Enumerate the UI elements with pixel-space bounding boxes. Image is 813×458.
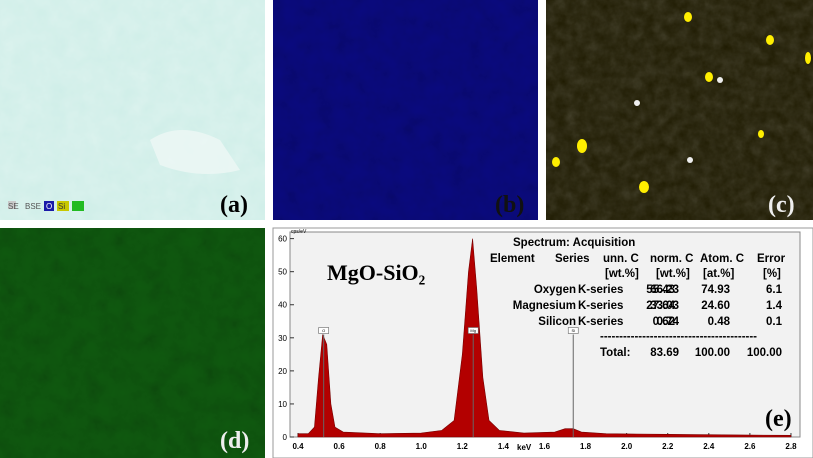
table-title: Spectrum: Acquisition: [513, 237, 635, 249]
panel-label: (b): [495, 192, 524, 218]
y-tick-label: 60: [278, 235, 287, 244]
legend-label: BSE: [25, 202, 41, 211]
table-cell: 33.03: [650, 300, 679, 312]
dots: [552, 12, 811, 193]
table-cell: 55.43: [646, 284, 675, 296]
table-total: Total:: [600, 347, 630, 359]
legend-label: Si: [58, 202, 65, 211]
x-tick-label: 0.8: [375, 442, 387, 451]
table-cell: Magnesium: [513, 300, 576, 312]
peak-box: [318, 327, 329, 334]
table-cell: 0.48: [708, 316, 731, 328]
x-tick-label: 2.4: [703, 442, 715, 451]
legend-label: SE: [8, 202, 19, 211]
table-total: 100.00: [747, 347, 782, 359]
y-tick-label: 40: [278, 301, 287, 310]
table-cell: 66.23: [650, 284, 679, 296]
y-tick-label: 20: [278, 367, 287, 376]
table-unit: [wt.%]: [656, 268, 690, 280]
x-tick-label: 1.4: [498, 442, 510, 451]
table-header: Element: [490, 253, 535, 265]
x-tick-label: 1.6: [539, 442, 551, 451]
legend-swatch: [72, 201, 84, 211]
y-tick-label: 10: [278, 400, 287, 409]
panel-c: (c): [546, 0, 813, 220]
table-header: Atom. C: [700, 253, 744, 265]
table-cell: 74.93: [701, 284, 730, 296]
panel-label: (a): [220, 192, 248, 218]
table-cell: 0.1: [766, 316, 783, 328]
panel-label: (c): [768, 192, 795, 218]
panel-b: (b): [273, 0, 538, 220]
table-total: 83.69: [650, 347, 679, 359]
panel-d: (d): [0, 228, 265, 458]
panel-label: (e): [765, 406, 792, 432]
table-header: Series: [555, 253, 590, 265]
x-tick-label: 1.0: [416, 442, 428, 451]
table-header: Error: [757, 253, 786, 265]
x-tick-label: 0.6: [334, 442, 346, 451]
legend-label: O: [46, 202, 52, 211]
x-tick-label: 2.6: [744, 442, 756, 451]
legend-swatch: [57, 201, 69, 211]
y-axis-label: cps/eV: [291, 229, 307, 235]
table-cell: K-series: [578, 284, 623, 296]
peak-label: Si: [571, 328, 575, 333]
table-unit: [at.%]: [703, 268, 734, 280]
peak-box: [567, 327, 579, 334]
table-cell: 24.60: [701, 300, 730, 312]
table-total: 100.00: [695, 347, 730, 359]
x-tick-label: 1.8: [580, 442, 592, 451]
legend-swatch: [8, 201, 16, 209]
table-cell: K-series: [578, 300, 623, 312]
peak-label: O: [322, 328, 325, 333]
table-cell: Oxygen: [534, 284, 576, 296]
x-tick-label: 2.0: [621, 442, 633, 451]
table-unit: [%]: [763, 268, 781, 280]
y-tick-label: 30: [278, 334, 287, 343]
table-header: unn. C: [603, 253, 639, 265]
table-cell: K-series: [578, 316, 623, 328]
table-separator: ----------------------------------------…: [600, 331, 757, 343]
x-axis-label: keV: [517, 443, 532, 452]
panel-a: (a) SE BSE O Si: [0, 0, 265, 220]
x-tick-label: 1.2: [457, 442, 469, 451]
table-cell: 1.4: [766, 300, 783, 312]
x-tick-label: 0.4: [292, 442, 304, 451]
table-header: norm. C: [650, 253, 693, 265]
y-tick-label: 0: [283, 433, 288, 442]
table-cell: 0.62: [653, 316, 675, 328]
chart-title: MgO-SiO₂: [327, 260, 426, 285]
peak-box: [467, 327, 479, 334]
table-cell: 0.74: [657, 316, 680, 328]
table-cell: 6.1: [766, 284, 783, 296]
x-tick-label: 2.8: [785, 442, 797, 451]
legend-swatch: [44, 201, 54, 211]
peak-label: Mg: [470, 328, 476, 333]
y-tick-label: 50: [278, 268, 287, 277]
plot-area: [289, 231, 801, 438]
table-cell: Silicon: [538, 316, 576, 328]
table-unit: [wt.%]: [605, 268, 639, 280]
panel-label: (d): [220, 428, 249, 454]
table-cell: 27.64: [646, 300, 675, 312]
panel-e: MgO-SiO₂ cps/eV keV (e): [272, 227, 813, 458]
x-tick-label: 2.2: [662, 442, 674, 451]
